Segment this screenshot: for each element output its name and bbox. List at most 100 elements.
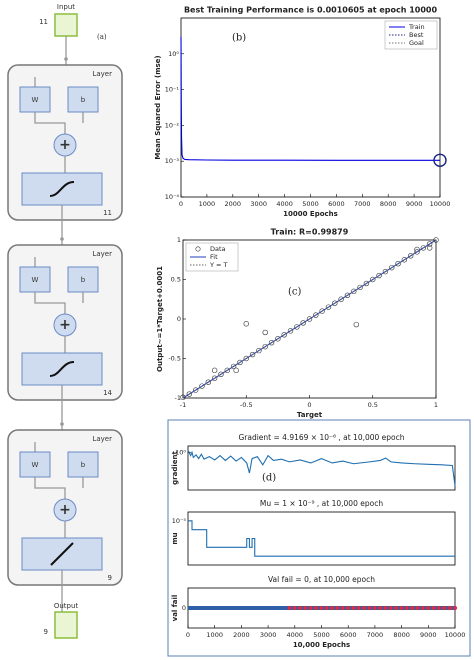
data-point [370,276,376,283]
data-point [319,308,325,314]
x-tick-label: 0 [179,200,183,208]
x-tick-label: 0 [307,401,311,409]
data-point [346,605,351,611]
data-point [433,153,447,167]
series-line [188,520,455,557]
junction [64,57,68,61]
data-point [292,605,297,611]
data-point [186,391,193,397]
weight-box [19,451,51,478]
data-point [363,280,370,287]
data-point [324,605,329,611]
legend-swatch [195,246,201,252]
bias-box [67,266,99,293]
connector [34,112,84,134]
x-tick-label: 6000 [340,631,357,639]
weight-box [19,266,51,293]
data-point [287,605,292,611]
data-point [426,605,431,611]
legend-label: Best [409,31,424,39]
y-tick-label: 10⁻³ [165,157,180,165]
data-point [319,605,324,611]
charts: Best Training Performance is 0.0010605 a… [154,6,465,650]
sum-label: + [59,502,71,518]
weight-label: W [32,276,39,284]
y-tick-label: 10⁻¹ [165,86,180,94]
series-line [180,36,440,161]
data-point [262,329,268,336]
data-point [376,272,382,279]
y-axis-label: gradient [171,451,179,485]
transfer-icon [50,542,74,566]
output-title: Output [54,602,79,610]
data-point [382,268,389,275]
y-axis-label: Output~=1*Target+0.0001 [156,266,164,372]
data-point [426,241,433,247]
x-tick-label: 10000 [445,631,466,639]
y-tick-label: 0 [177,315,181,323]
y-tick-label: 0.5 [171,276,181,284]
data-point [243,321,249,327]
network-diagram: (a) Input 11 Layer W b +11 Layer W b +14 Layer W b +9 O… [7,3,123,639]
x-axis-label: 10000 Epochs [283,210,338,218]
data-point [401,257,408,263]
weight-label: W [32,96,39,104]
y-tick-label: 1 [177,236,181,244]
data-point [287,328,294,334]
connector [34,477,84,499]
layer-title: Layer [92,250,112,258]
connector [34,292,84,314]
y-tick-label: 10⁻² [165,121,180,129]
output-box [54,611,78,639]
x-tick-label: -1 [180,401,186,409]
data-point [199,383,205,389]
legend-label: Train [408,23,425,31]
chart-title: Gradient = 4.9169 × 10⁻⁶ , at 10,000 epo… [238,433,404,442]
layer-size: 9 [108,574,112,582]
bias-label: b [81,276,86,284]
x-tick-label: 4000 [287,631,304,639]
legend-label: Goal [409,39,424,47]
data-point [243,355,249,362]
layer-title: Layer [92,70,112,78]
panel-label: (b) [232,33,246,44]
panel-label: (d) [262,473,276,484]
data-point [249,351,256,358]
bias-box [67,451,99,478]
x-tick-label: 6000 [328,200,345,208]
data-point [256,347,262,354]
data-point [394,605,399,611]
x-tick-label: 9000 [406,200,423,208]
x-tick-label: 1000 [206,631,223,639]
x-tick-label: 2000 [225,200,242,208]
series-line [182,239,437,399]
data-point [420,245,427,251]
data-point [281,332,287,338]
y-axis-label: val fail [171,595,179,622]
junction [60,237,64,241]
data-point [211,367,218,374]
chart-title: Mu = 1 × 10⁻⁹ , at 10,000 epoch [260,499,383,508]
x-tick-label: 3000 [250,200,267,208]
data-point [389,264,395,271]
y-axis-label: mu [171,532,179,544]
data-point [294,324,300,330]
data-point [399,605,404,611]
chart-title: Val fail = 0, at 10,000 epoch [268,575,375,584]
x-tick-label: 7000 [367,631,384,639]
x-tick-label: 1 [434,401,438,409]
data-point [308,605,313,611]
data-point [420,605,426,611]
data-point [306,316,313,322]
plot-area [187,445,456,491]
y-axis-label: Mean Squared Error (mse) [154,55,162,159]
data-point [335,605,340,611]
data-point [262,343,268,350]
data-point [211,375,218,381]
data-point [314,605,319,611]
data-point [275,336,281,342]
x-tick-label: 9000 [420,631,437,639]
data-point [431,605,436,611]
x-tick-label: 1000 [199,200,216,208]
x-tick-label: 3000 [260,631,277,639]
